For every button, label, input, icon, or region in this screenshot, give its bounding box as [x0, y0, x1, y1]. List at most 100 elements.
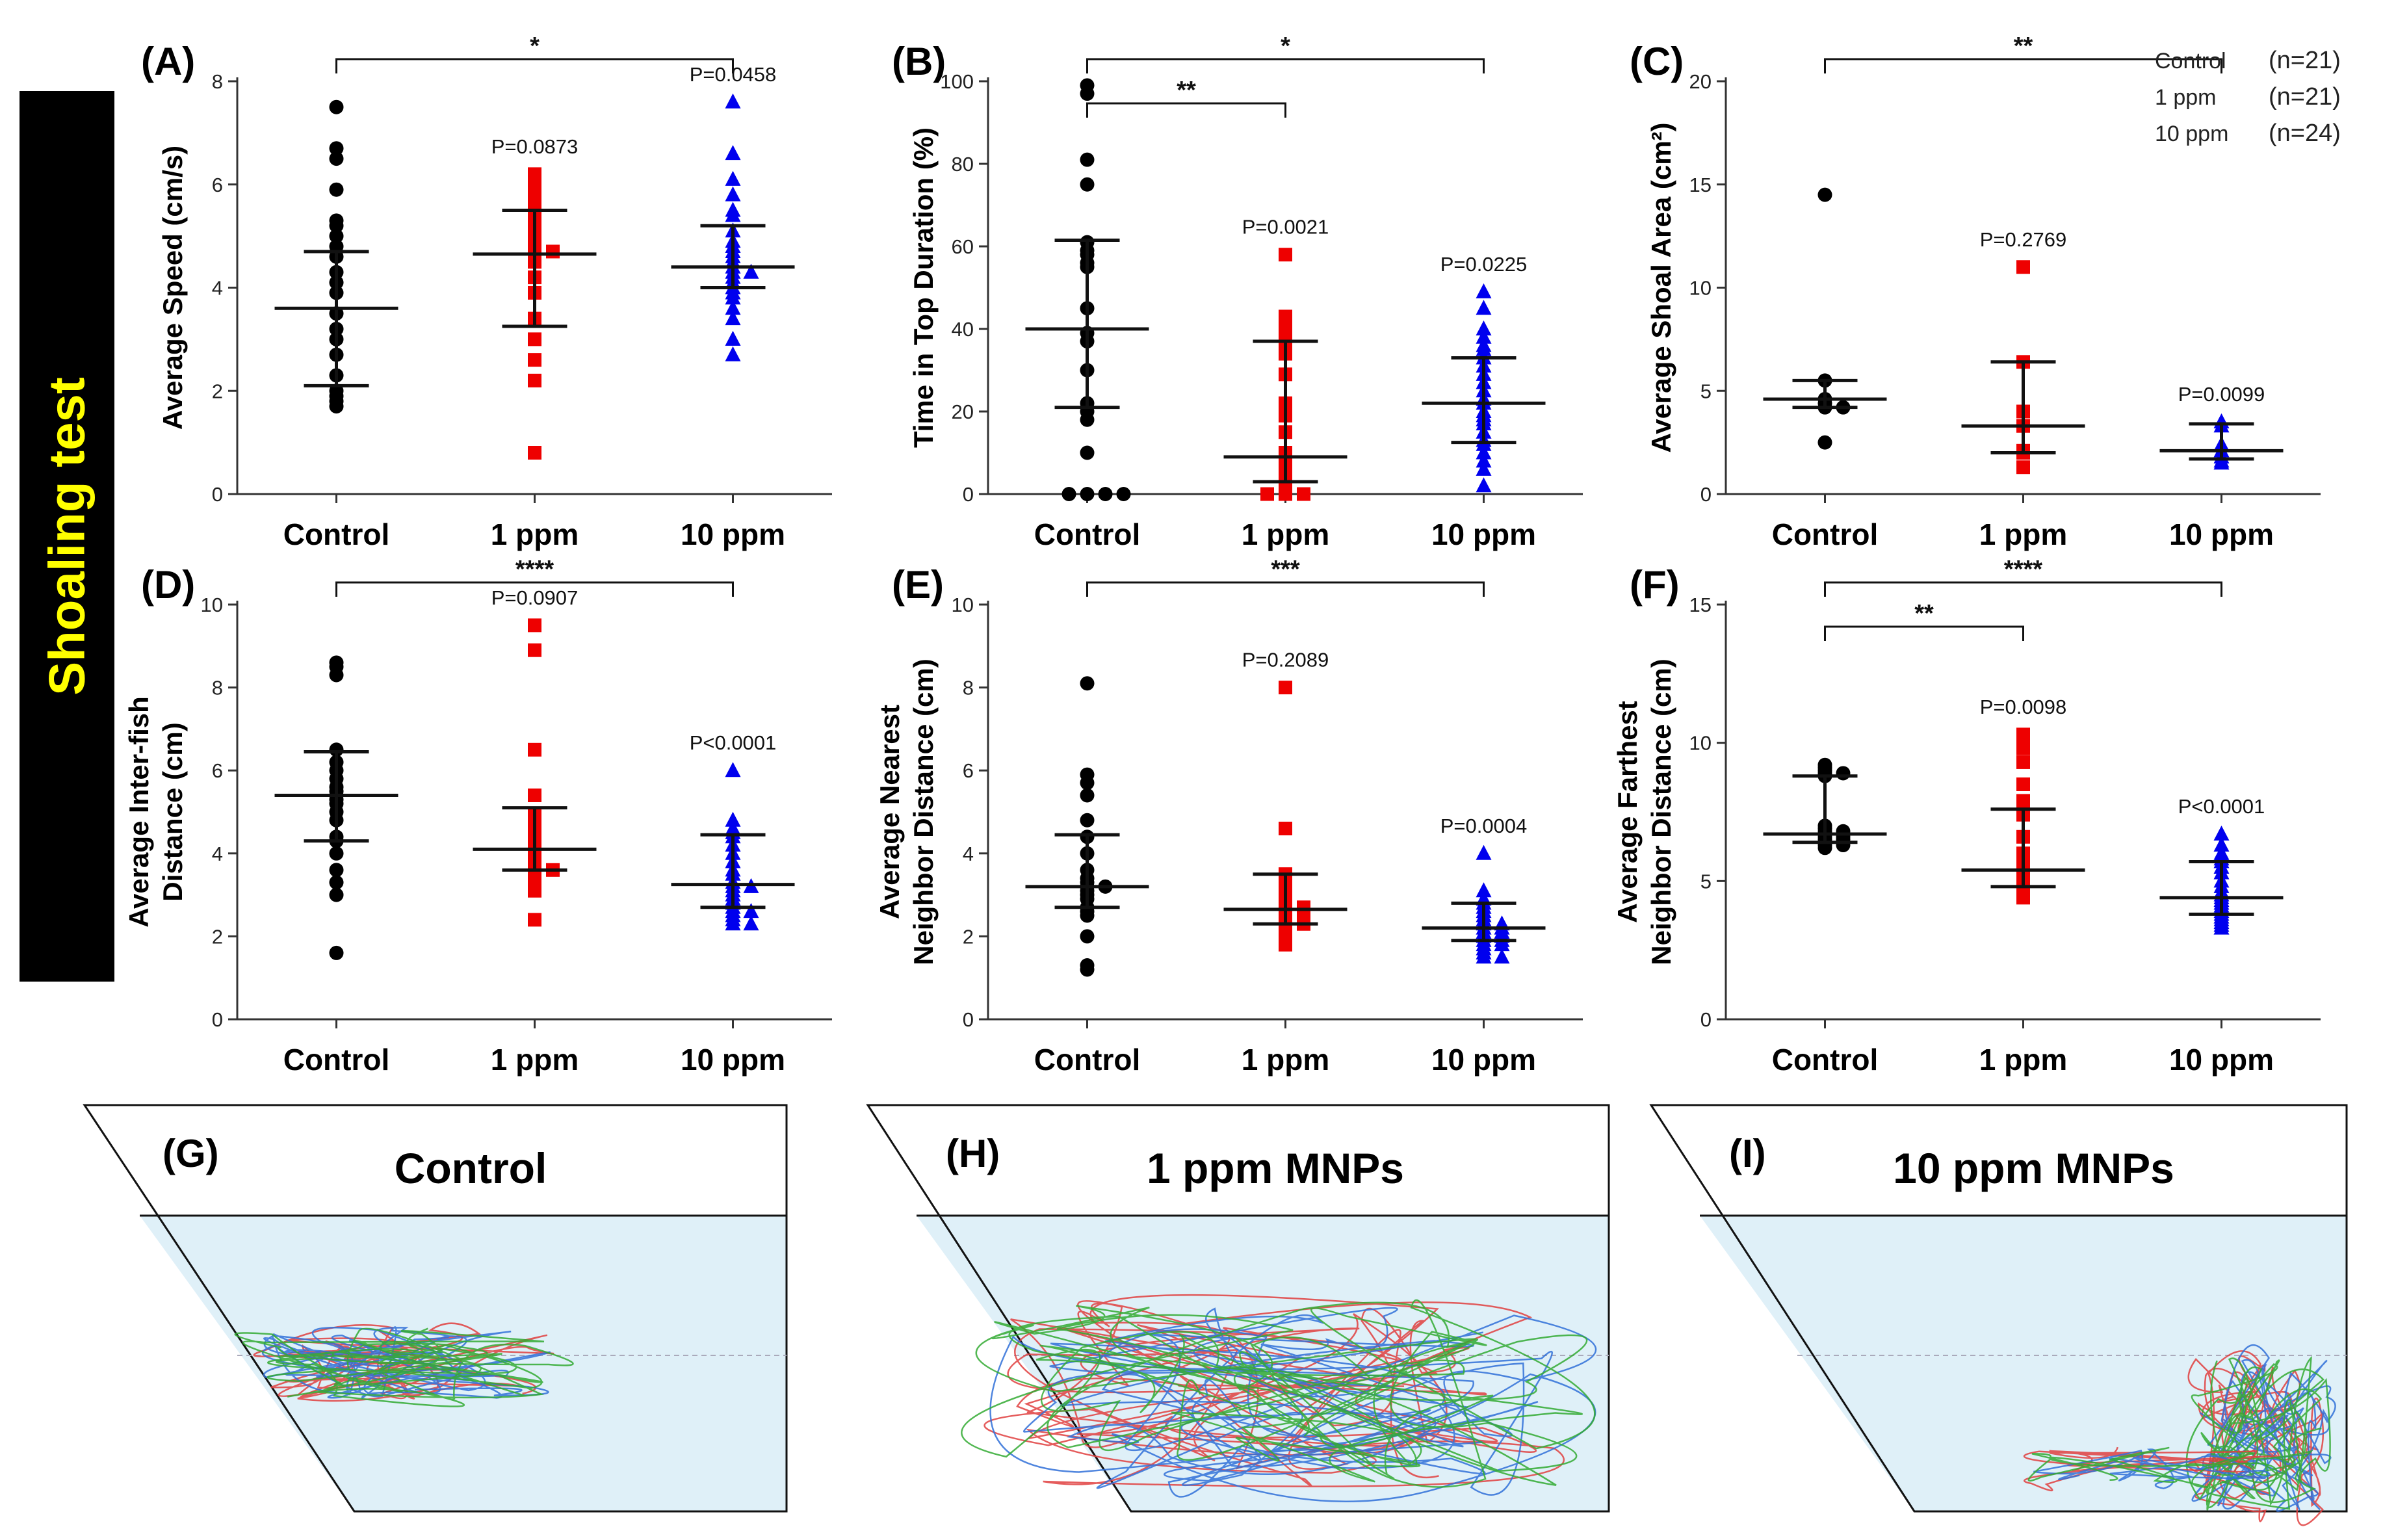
data-point	[528, 618, 541, 633]
y-tick-label: 0	[1700, 1008, 1712, 1031]
data-point	[1080, 788, 1095, 803]
series-10-ppm: P=0.0458	[671, 63, 795, 361]
fish-trajectory	[2191, 1344, 2336, 1512]
panel-label: (B)	[892, 40, 946, 83]
data-point	[1279, 487, 1292, 501]
y-tick-label: 100	[940, 70, 974, 93]
series-1-ppm: P=0.2769	[1961, 228, 2085, 475]
data-point	[1116, 487, 1131, 501]
significance-stars: **	[2014, 33, 2033, 60]
y-tick-label: 20	[1689, 70, 1712, 93]
data-point	[725, 145, 741, 161]
significance-stars: ****	[2004, 556, 2042, 583]
y-tick-label: 40	[952, 318, 974, 341]
data-point	[1476, 477, 1492, 493]
data-point	[329, 887, 344, 902]
series-1-ppm: P=0.0098	[1961, 696, 2085, 905]
y-tick-label: 10	[1689, 277, 1712, 300]
data-point	[329, 141, 344, 156]
data-point	[329, 863, 344, 878]
trajectory-panel-i: (I) 10 ppm MNPs	[1649, 1104, 2348, 1526]
significance-bracket	[1086, 58, 1485, 73]
p-value-label: P=0.0225	[1440, 253, 1528, 276]
series-1-ppm: P=0.2089	[1223, 649, 1348, 952]
significance-stars: ***	[1271, 556, 1300, 583]
panel-label: (F)	[1630, 563, 1680, 607]
y-tick-label: 5	[1700, 870, 1712, 893]
x-tick-label: Control	[283, 517, 390, 551]
data-point	[1260, 487, 1274, 501]
series-1-ppm: P=0.0873	[473, 135, 597, 460]
chart-panel-f: 0 5 10 15 Control 1 ppm 10 ppm Average Farthest…	[1612, 556, 2321, 1077]
tank-outline	[1649, 1104, 2348, 1513]
significance-bracket	[335, 581, 734, 597]
x-tick-label: Control	[1772, 517, 1879, 551]
y-tick-label: 4	[212, 277, 223, 300]
data-point	[725, 310, 741, 326]
data-point	[329, 668, 344, 683]
p-value-label: P=0.0907	[491, 586, 579, 609]
water-area	[1700, 1216, 2347, 1511]
data-point	[725, 300, 741, 315]
data-point	[1494, 936, 1510, 952]
data-point	[329, 182, 344, 197]
data-point	[743, 263, 759, 279]
y-tick-label: 0	[212, 483, 223, 506]
y-axis-label: Time in Top Duration (%)	[908, 127, 939, 448]
data-point	[329, 229, 344, 244]
significance-stars: *	[1281, 33, 1290, 60]
data-point	[2213, 919, 2230, 935]
y-tick-label: 8	[212, 70, 223, 93]
data-point	[1080, 776, 1095, 790]
p-value-label: P=0.0004	[1440, 815, 1528, 837]
significance-stars: *	[530, 33, 540, 60]
data-point	[528, 788, 541, 802]
series-Control	[274, 99, 398, 414]
data-point	[528, 373, 541, 387]
y-axis-label: Distance (cm)	[157, 722, 188, 901]
p-value-label: P=0.2089	[1242, 649, 1329, 672]
data-point	[2213, 454, 2230, 470]
y-tick-label: 0	[963, 1008, 974, 1031]
y-tick-label: 10	[1689, 732, 1712, 755]
data-point	[546, 244, 560, 259]
fish-trajectory	[983, 1294, 1565, 1487]
data-point	[2016, 741, 2030, 755]
data-point	[329, 846, 344, 861]
significance-bracket	[1824, 58, 2222, 73]
significance-stars: **	[1177, 77, 1196, 104]
data-point	[329, 218, 344, 233]
chart-panel-d: 0 2 4 6 8 10 Control 1 ppm 10 ppm Average Inter-f…	[124, 556, 832, 1077]
significance-bracket	[1086, 102, 1286, 118]
y-tick-label: 0	[1700, 483, 1712, 506]
data-point	[1476, 444, 1492, 460]
p-value-label: P=0.0098	[1980, 696, 2067, 718]
y-tick-label: 4	[963, 842, 974, 865]
data-point	[1836, 766, 1851, 781]
fish-trajectory	[961, 1299, 1596, 1488]
data-point	[743, 915, 759, 931]
y-tick-label: 2	[212, 925, 223, 948]
data-point	[1080, 929, 1095, 944]
y-axis-label: Neighbor Distance (cm)	[908, 659, 939, 965]
x-tick-label: 1 ppm	[491, 1043, 579, 1077]
data-point	[528, 353, 541, 367]
fish-trajectory	[234, 1327, 574, 1407]
p-value-label: P=0.0021	[1242, 216, 1329, 239]
legend-n: (n=24)	[2269, 120, 2341, 147]
x-tick-label: 1 ppm	[1979, 517, 2067, 551]
y-tick-label: 60	[952, 235, 974, 258]
data-point	[2213, 826, 2230, 841]
data-point	[1476, 844, 1492, 860]
panel-label: (A)	[141, 40, 195, 83]
series-10-ppm: P<0.0001	[671, 731, 795, 931]
series-Control	[1025, 676, 1149, 977]
fish-trajectory	[2027, 1446, 2278, 1491]
series-Control	[1763, 187, 1887, 450]
data-point	[1080, 813, 1095, 828]
significance-stars: ****	[515, 556, 554, 583]
x-tick-label: 10 ppm	[681, 1043, 785, 1077]
data-point	[725, 762, 741, 777]
data-point	[528, 913, 541, 927]
data-point	[1476, 328, 1492, 344]
